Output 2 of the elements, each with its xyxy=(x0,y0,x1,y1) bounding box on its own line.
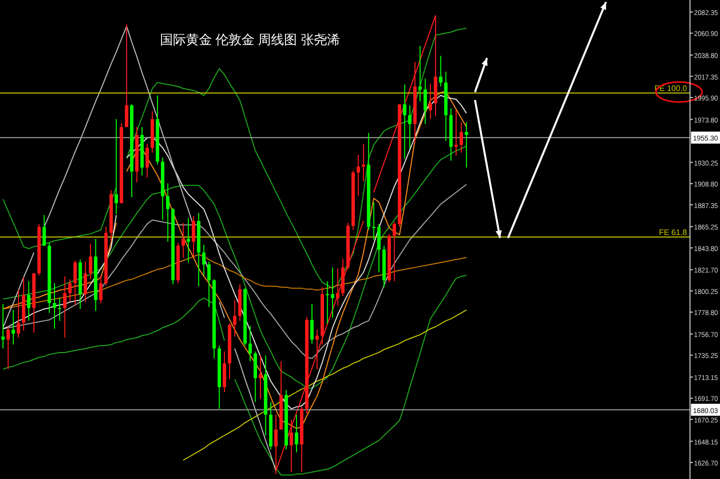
text: 国际黄金 伦敦金 周线图 张尧浠 xyxy=(160,32,340,47)
ref-line-label: FE 61.8 xyxy=(658,228,688,237)
